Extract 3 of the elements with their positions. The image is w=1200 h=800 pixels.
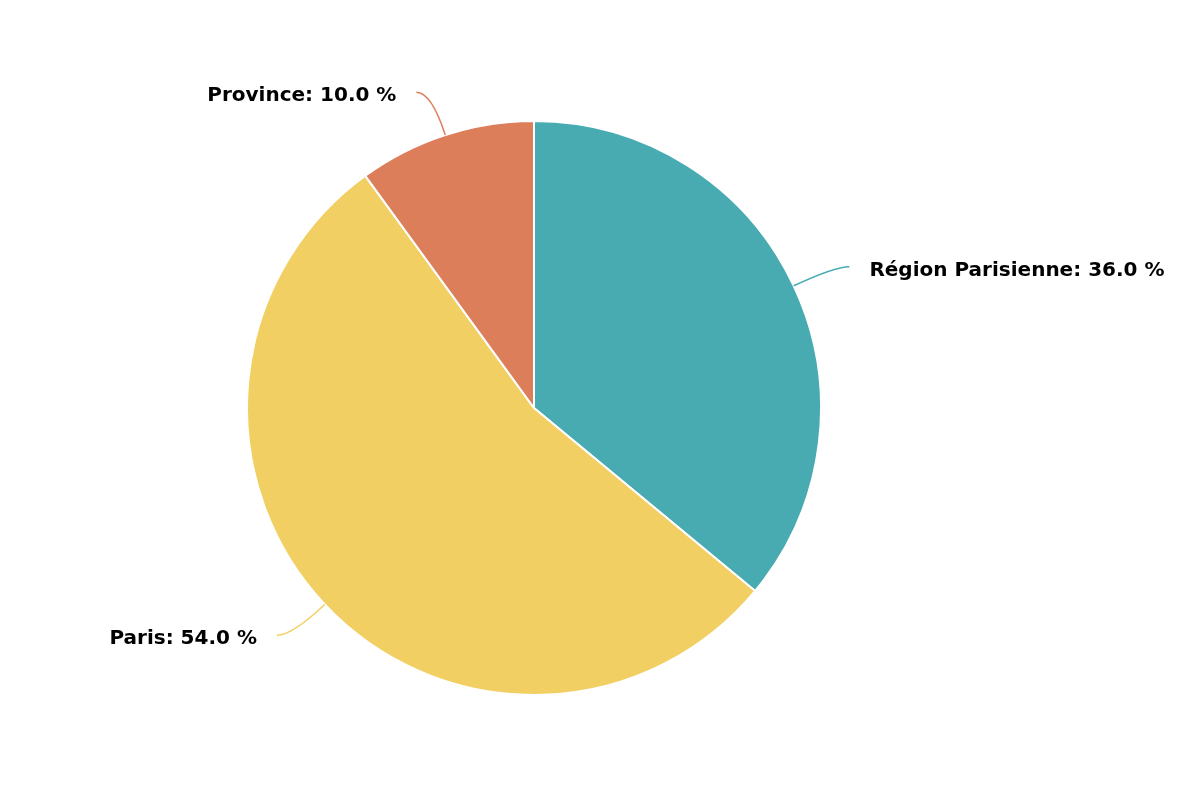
slice-label: Paris: 54.0 %: [109, 625, 257, 650]
slice-label: Région Parisienne: 36.0 %: [869, 256, 1165, 281]
slice-label: Province: 10.0 %: [207, 82, 397, 107]
